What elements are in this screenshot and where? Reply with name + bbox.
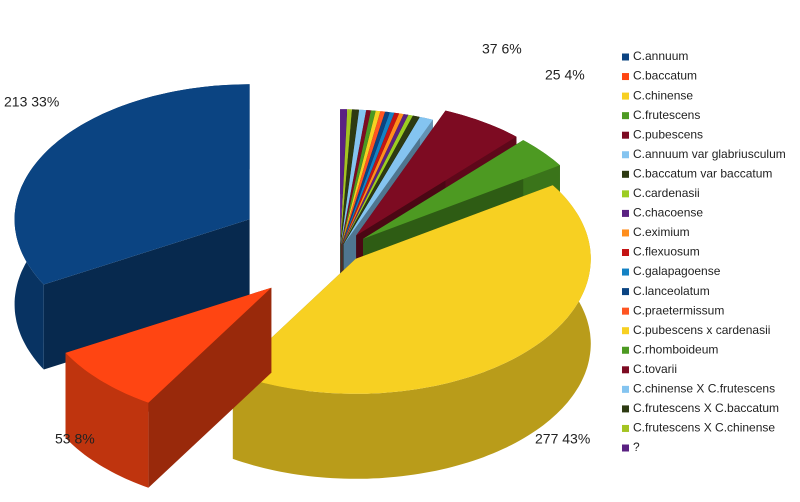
legend-label: C.flexuosum bbox=[633, 245, 700, 259]
slice-top bbox=[340, 109, 367, 245]
legend-swatch bbox=[622, 288, 629, 296]
legend-label: C.pubescens bbox=[633, 127, 703, 141]
legend-swatch bbox=[622, 170, 629, 178]
legend-label: C.baccatum var baccatum bbox=[633, 166, 772, 180]
legend-label: C.chinense bbox=[633, 88, 693, 102]
legend-swatch bbox=[622, 307, 629, 315]
legend-label: C.frutescens X C.baccatum bbox=[633, 401, 779, 415]
legend-swatch bbox=[622, 385, 629, 393]
legend-swatch bbox=[622, 131, 629, 139]
legend-swatch bbox=[622, 53, 629, 61]
legend-label: C.frutescens bbox=[633, 108, 700, 122]
data-label: 53 8% bbox=[55, 431, 95, 447]
data-label: 25 4% bbox=[545, 67, 585, 83]
slice-top bbox=[340, 109, 359, 245]
legend-swatch bbox=[622, 268, 629, 276]
slice-top bbox=[341, 110, 371, 245]
slice bbox=[65, 287, 272, 488]
legend-swatch bbox=[622, 229, 629, 237]
legend-swatch bbox=[622, 405, 629, 413]
legend-label: C.chinense X C.frutescens bbox=[633, 382, 775, 396]
legend-label: ? bbox=[633, 440, 640, 454]
legend-label: C.annuum bbox=[633, 49, 688, 63]
legend-swatch bbox=[622, 249, 629, 256]
data-label: 277 43% bbox=[535, 431, 590, 447]
legend-swatch bbox=[622, 73, 629, 81]
legend-label: C.lanceolatum bbox=[633, 284, 710, 298]
legend-swatch bbox=[622, 190, 629, 198]
legend-swatch bbox=[622, 327, 629, 335]
slice-top bbox=[342, 112, 399, 245]
legend-label: C.cardenasii bbox=[633, 186, 700, 200]
slice-top bbox=[342, 114, 413, 245]
slice-top bbox=[341, 111, 385, 245]
legend-swatch bbox=[622, 112, 629, 120]
slice-top bbox=[341, 110, 381, 245]
legend-label: C.praetermissum bbox=[633, 303, 724, 317]
legend-swatch bbox=[622, 424, 629, 432]
slice-top bbox=[343, 115, 420, 245]
slice-top bbox=[14, 84, 250, 285]
slice-side bbox=[148, 287, 272, 488]
slice-top bbox=[340, 109, 352, 245]
legend-label: C.baccatum bbox=[633, 69, 697, 83]
legend-label: C.tovarii bbox=[633, 362, 677, 376]
slice-top bbox=[65, 287, 272, 403]
slice-top bbox=[363, 140, 560, 239]
legend-label: C.annuum var glabriusculum bbox=[633, 147, 786, 161]
slice-side bbox=[43, 219, 250, 370]
slice-wall bbox=[232, 185, 591, 479]
legend-label: C.chacoense bbox=[633, 206, 703, 220]
slice-top bbox=[342, 113, 404, 245]
legend-swatch bbox=[622, 346, 629, 354]
slice-top bbox=[342, 112, 395, 245]
legend-label: C.rhomboideum bbox=[633, 342, 718, 356]
slice bbox=[232, 185, 591, 479]
slice-top bbox=[232, 185, 591, 394]
legend-swatch bbox=[622, 151, 629, 159]
data-label: 37 6% bbox=[482, 41, 522, 57]
legend-swatch bbox=[622, 209, 629, 217]
legend-label: C.galapagoense bbox=[633, 264, 721, 278]
data-label: 213 33% bbox=[4, 94, 59, 110]
slice bbox=[14, 84, 250, 370]
legend-swatch bbox=[622, 444, 629, 452]
legend-label: C.frutescens X C.chinense bbox=[633, 421, 775, 435]
slice-wall bbox=[65, 352, 149, 488]
slice-top bbox=[342, 114, 409, 245]
slice-top bbox=[341, 111, 390, 245]
slice-top bbox=[340, 109, 347, 245]
legend-swatch bbox=[622, 92, 629, 100]
legend-label: C.pubescens x cardenasii bbox=[633, 323, 770, 337]
slice-top bbox=[356, 110, 517, 236]
legend-label: C.eximium bbox=[633, 225, 690, 239]
slice-top bbox=[343, 117, 433, 245]
slice-top bbox=[341, 110, 376, 245]
legend-swatch bbox=[622, 366, 629, 374]
